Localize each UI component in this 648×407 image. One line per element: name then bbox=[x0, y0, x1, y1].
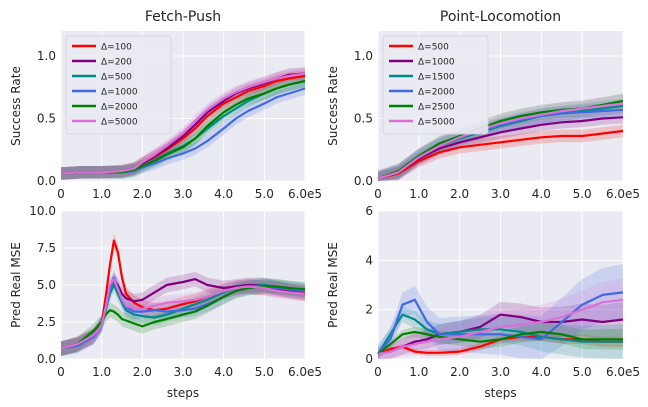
legend-entry: Δ=500 bbox=[101, 73, 132, 83]
x-tick-label: 5.0 bbox=[573, 187, 592, 201]
legend-entry: Δ=1000 bbox=[418, 58, 455, 68]
series-band bbox=[61, 233, 305, 356]
series-band bbox=[61, 67, 305, 180]
x-tick-label: 6.0e5 bbox=[606, 365, 640, 379]
legend-entry: Δ=5000 bbox=[418, 118, 455, 128]
x-tick-label: 4.0 bbox=[214, 187, 233, 201]
x-tick-label: 4.0 bbox=[532, 187, 551, 201]
y-tick-label: 1.0 bbox=[354, 49, 373, 63]
x-tick-label: 1.0 bbox=[92, 187, 111, 201]
series-band bbox=[378, 323, 623, 358]
x-tick-label: 2.0 bbox=[133, 365, 152, 379]
series-line bbox=[60, 72, 306, 175]
x-axis-label: steps bbox=[167, 386, 199, 400]
x-tick-label: 5.0 bbox=[255, 365, 274, 379]
legend-entry: Δ=1500 bbox=[418, 73, 455, 83]
x-tick-label: 0 bbox=[374, 187, 382, 201]
series-band bbox=[378, 94, 623, 181]
y-tick-label: 1.0 bbox=[37, 49, 56, 63]
y-tick-label: 6 bbox=[365, 204, 373, 218]
y-tick-label: 5.0 bbox=[37, 278, 56, 292]
x-tick-label: 0 bbox=[374, 365, 382, 379]
series-band bbox=[378, 306, 623, 359]
y-tick-label: 7.5 bbox=[37, 241, 56, 255]
y-axis-label: Pred Real MSE bbox=[9, 242, 23, 328]
chart-panel-fp_success: 0 1.0 2.0 3.0 4.0 5.0 6.0e5 0.0 0.5 1.0 Fetch-Push… bbox=[9, 9, 322, 201]
legend-entry: Δ=2000 bbox=[418, 88, 455, 98]
chart-panel-pl_mse: 0 1.0 2.0 3.0 4.0 5.0 6.0e5 0 2 4 6 Pred Real MSE st… bbox=[326, 204, 640, 400]
x-tick-label: 4.0 bbox=[532, 365, 551, 379]
x-tick-label: 3.0 bbox=[491, 187, 510, 201]
chart-panel-fp_mse: 0 1.0 2.0 3.0 4.0 5.0 6.0e5 0.0 2.5 5.0 7.5 10.0 Pre… bbox=[9, 204, 322, 400]
chart-panel-pl_success: 0 1.0 2.0 3.0 4.0 5.0 6.0e5 0.0 0.5 1.0 Point-Loco… bbox=[326, 9, 640, 201]
y-tick-label: 4 bbox=[365, 253, 373, 267]
series-line bbox=[60, 278, 306, 350]
x-tick-label: 3.0 bbox=[491, 365, 510, 379]
x-tick-label: 3.0 bbox=[173, 187, 192, 201]
x-tick-label: 1.0 bbox=[409, 187, 428, 201]
series-line bbox=[377, 291, 624, 355]
legend-entry: Δ=1000 bbox=[101, 88, 138, 98]
x-tick-label: 1.0 bbox=[92, 365, 111, 379]
series-line bbox=[377, 129, 624, 180]
series-band bbox=[378, 124, 623, 181]
series-band bbox=[378, 98, 623, 181]
y-tick-label: 2 bbox=[365, 303, 373, 317]
y-tick-label: 10.0 bbox=[29, 204, 56, 218]
y-tick-label: 2.5 bbox=[37, 315, 56, 329]
chart-title: Point-Locomotion bbox=[440, 9, 561, 25]
x-tick-label: 5.0 bbox=[255, 187, 274, 201]
series-band bbox=[61, 69, 305, 180]
legend-entry: Δ=500 bbox=[418, 43, 449, 53]
x-tick-label: 6.0e5 bbox=[288, 187, 322, 201]
x-tick-label: 5.0 bbox=[573, 365, 592, 379]
series-band bbox=[378, 93, 623, 181]
legend-entry: Δ=5000 bbox=[101, 118, 138, 128]
x-tick-label: 6.0e5 bbox=[288, 365, 322, 379]
series-band bbox=[61, 82, 305, 180]
x-tick-label: 2.0 bbox=[450, 365, 469, 379]
x-tick-label: 1.0 bbox=[409, 365, 428, 379]
x-tick-label: 2.0 bbox=[133, 187, 152, 201]
x-tick-label: 2.0 bbox=[450, 187, 469, 201]
x-axis-label: steps bbox=[484, 386, 516, 400]
x-tick-label: 4.0 bbox=[214, 365, 233, 379]
x-tick-label: 3.0 bbox=[173, 365, 192, 379]
series-line bbox=[377, 298, 624, 356]
x-tick-label: 0 bbox=[57, 187, 65, 201]
legend-entry: Δ=100 bbox=[101, 43, 132, 53]
y-tick-label: 0 bbox=[365, 352, 373, 366]
series-band bbox=[61, 279, 305, 356]
series-line bbox=[377, 313, 623, 355]
y-axis-label: Success Rate bbox=[326, 66, 340, 146]
y-tick-label: 0.5 bbox=[37, 112, 56, 126]
series-band bbox=[378, 111, 623, 181]
series-line bbox=[377, 335, 623, 356]
legend-entry: Δ=200 bbox=[101, 58, 132, 68]
legend-entry: Δ=2500 bbox=[418, 103, 455, 113]
chart-title: Fetch-Push bbox=[145, 9, 221, 25]
y-tick-label: 0.0 bbox=[37, 352, 56, 366]
y-axis-label: Success Rate bbox=[9, 66, 23, 146]
series-line bbox=[377, 102, 624, 180]
legend-entry: Δ=2000 bbox=[101, 103, 138, 113]
y-tick-label: 0.5 bbox=[354, 112, 373, 126]
y-tick-label: 0.0 bbox=[37, 174, 56, 188]
x-tick-label: 6.0e5 bbox=[606, 187, 640, 201]
x-tick-label: 0 bbox=[57, 365, 65, 379]
y-tick-label: 0.0 bbox=[354, 174, 373, 188]
y-axis-label: Pred Real MSE bbox=[326, 242, 340, 328]
series-line bbox=[377, 330, 623, 355]
series-band bbox=[61, 270, 305, 356]
